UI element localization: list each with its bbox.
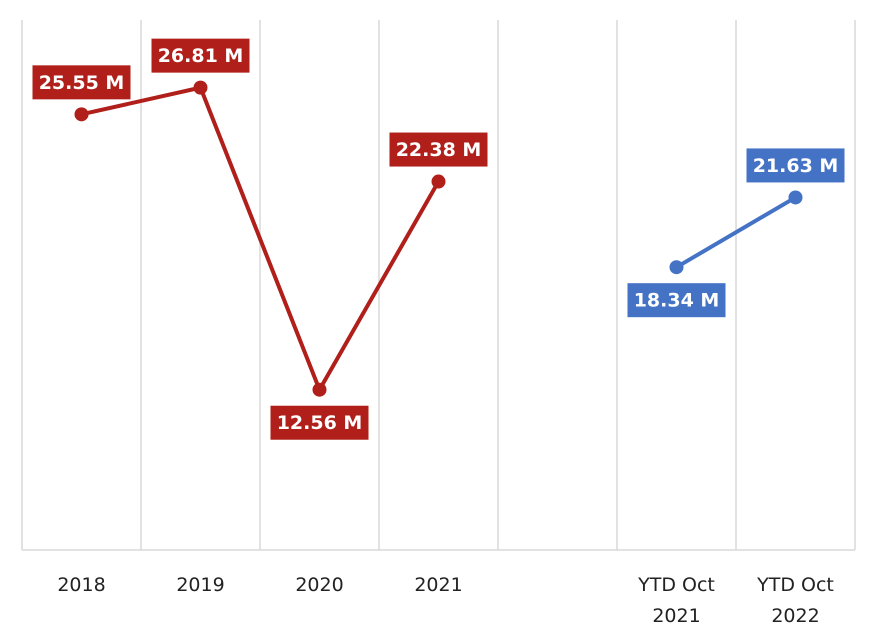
- line: [675, 195, 797, 269]
- point: [788, 190, 803, 205]
- data-label-box: [389, 132, 488, 167]
- point: [431, 174, 446, 189]
- point: [669, 260, 684, 275]
- data-label: 12.56 M: [277, 412, 363, 434]
- point: [193, 80, 208, 95]
- data-label: 26.81 M: [158, 45, 244, 67]
- line: [81, 85, 441, 395]
- data-label: 18.34 M: [634, 290, 720, 312]
- data-label: 22.38 M: [396, 139, 482, 161]
- data-label: 25.55 M: [39, 72, 125, 94]
- x-tick-label: 2020: [295, 574, 344, 596]
- x-tick-label: YTD Oct 2022: [757, 574, 834, 627]
- data-label-box: [270, 405, 369, 440]
- data-label-box: [32, 65, 131, 100]
- x-tick-label: 2021: [414, 574, 463, 596]
- data-label-box: [627, 283, 726, 318]
- x-tick-label: 2018: [57, 574, 106, 596]
- x-tick-label: 2019: [176, 574, 225, 596]
- data-label-box: [151, 38, 250, 73]
- point: [74, 107, 89, 122]
- x-tick-label: YTD Oct 2021: [638, 574, 715, 627]
- data-label: 21.63 M: [753, 155, 839, 177]
- data-label-box: [746, 148, 845, 183]
- point: [312, 382, 327, 397]
